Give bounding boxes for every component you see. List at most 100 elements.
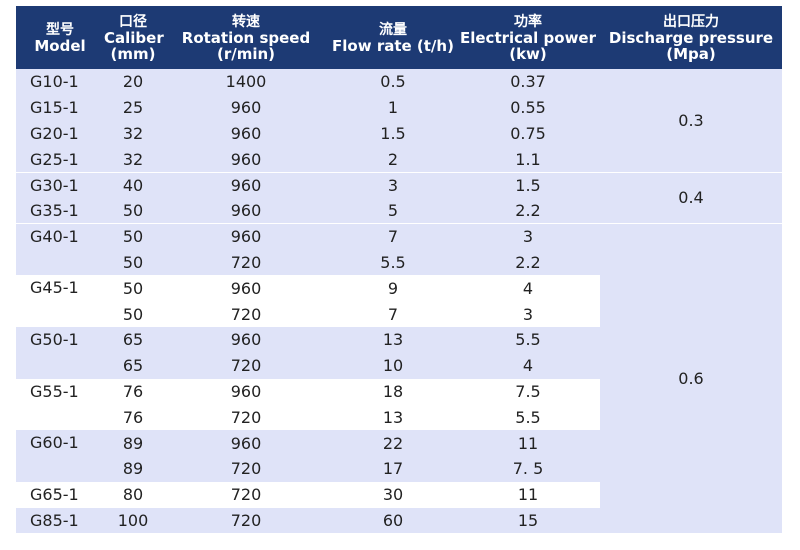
speed-cell: 960	[162, 120, 330, 147]
model-cell: G85-1	[16, 507, 104, 534]
power-cell: 2.2	[456, 249, 600, 276]
caliber-cell: 89	[104, 430, 162, 456]
table-row: G35-1 50 960 5 2.2	[16, 197, 782, 224]
flow-cell: 1.5	[330, 120, 456, 147]
flow-cell: 7	[330, 223, 456, 250]
model-cell: G35-1	[16, 197, 104, 224]
caliber-cell: 25	[104, 94, 162, 121]
caliber-cell: 50	[104, 275, 162, 302]
caliber-cell: 50	[104, 249, 162, 276]
table-row: 76 720 13 5.5	[16, 404, 782, 431]
caliber-cell: 40	[104, 171, 162, 198]
speed-cell: 720	[162, 404, 330, 431]
model-cell: G40-1	[16, 223, 104, 276]
table-row: G65-1 80 720 30 11	[16, 481, 782, 508]
caliber-cell: 32	[104, 120, 162, 147]
caliber-cell: 100	[104, 507, 162, 534]
model-cell: G55-1	[16, 378, 104, 431]
flow-cell: 5	[330, 197, 456, 224]
caliber-cell: 76	[104, 378, 162, 405]
speed-cell: 960	[162, 223, 330, 250]
table-row: 89 720 17 7. 5	[16, 455, 782, 482]
caliber-cell: 65	[104, 326, 162, 353]
table-row: G40-1 50 960 7 3 0.6	[16, 223, 782, 534]
flow-cell: 17	[330, 455, 456, 482]
table-row: G15-1 25 960 1 0.55	[16, 94, 782, 121]
speed-cell: 960	[162, 378, 330, 405]
power-cell: 7. 5	[456, 455, 600, 482]
model-cell: G65-1	[16, 481, 104, 508]
caliber-cell: 65	[104, 352, 162, 379]
model-cell: G30-1	[16, 171, 104, 198]
model-cell: G15-1	[16, 94, 104, 121]
flow-cell: 22	[330, 430, 456, 456]
flow-cell: 9	[330, 275, 456, 302]
speed-cell: 720	[162, 507, 330, 534]
speed-cell: 720	[162, 301, 330, 327]
speed-cell: 960	[162, 430, 330, 456]
header-caliber: 口径 Caliber (mm)	[104, 13, 164, 63]
table-row: 65 720 10 4	[16, 352, 782, 379]
speed-cell: 720	[162, 455, 330, 482]
flow-cell: 13	[330, 326, 456, 353]
table-row: G30-1 40 960 3 1.5 0.4	[16, 171, 782, 224]
speed-cell: 720	[162, 352, 330, 379]
flow-cell: 5.5	[330, 249, 456, 276]
table-row: G50-1 65 960 13 5.5	[16, 326, 782, 379]
power-cell: 15	[456, 507, 600, 534]
pressure-cell: 0.6	[600, 223, 782, 534]
flow-cell: 1	[330, 94, 456, 121]
header-row: 型号 Model 口径 Caliber (mm) 转速 Rotation speed (r…	[16, 6, 782, 69]
power-cell: 11	[456, 481, 600, 508]
pump-spec-table: 型号 Model 口径 Caliber (mm) 转速 Rotation speed (r…	[16, 6, 782, 534]
flow-cell: 2	[330, 146, 456, 173]
speed-cell: 960	[162, 94, 330, 121]
flow-cell: 0.5	[330, 69, 456, 95]
table-row: 50 720 5.5 2.2	[16, 249, 782, 276]
table-row: G25-1 32 960 2 1.1	[16, 146, 782, 173]
power-cell: 1.5	[456, 171, 600, 198]
table-row: G60-1 89 960 22 11	[16, 430, 782, 482]
speed-cell: 960	[162, 275, 330, 302]
speed-cell: 720	[162, 249, 330, 276]
caliber-cell: 50	[104, 223, 162, 250]
caliber-cell: 76	[104, 404, 162, 431]
flow-cell: 13	[330, 404, 456, 431]
pressure-cell: 0.4	[600, 171, 782, 224]
power-cell: 2.2	[456, 197, 600, 224]
header-model: 型号 Model	[34, 21, 86, 55]
header-discharge-pressure: 出口压力 Discharge pressure (Mpa)	[608, 13, 774, 63]
pressure-cell: 0.3	[600, 69, 782, 173]
power-cell: 0.37	[456, 69, 600, 95]
caliber-cell: 32	[104, 146, 162, 173]
speed-cell: 720	[162, 481, 330, 508]
flow-cell: 3	[330, 171, 456, 198]
power-cell: 3	[456, 301, 600, 327]
table-row: G20-1 32 960 1.5 0.75	[16, 120, 782, 147]
power-cell: 0.55	[456, 94, 600, 121]
speed-cell: 1400	[162, 69, 330, 95]
power-cell: 7.5	[456, 378, 600, 405]
power-cell: 5.5	[456, 326, 600, 353]
model-cell: G20-1	[16, 120, 104, 147]
table-body: G10-1 20 1400 0.5 0.37 0.3 G15-1 25 960 …	[16, 69, 782, 534]
power-cell: 4	[456, 352, 600, 379]
table-row: G10-1 20 1400 0.5 0.37 0.3	[16, 69, 782, 173]
table-row: G55-1 76 960 18 7.5	[16, 378, 782, 431]
model-cell: G25-1	[16, 146, 104, 173]
power-cell: 11	[456, 430, 600, 456]
table-header: 型号 Model 口径 Caliber (mm) 转速 Rotation speed (r…	[16, 6, 782, 69]
power-cell: 0.75	[456, 120, 600, 147]
model-cell: G45-1	[16, 275, 104, 327]
caliber-cell: 50	[104, 301, 162, 327]
model-cell: G50-1	[16, 326, 104, 379]
flow-cell: 18	[330, 378, 456, 405]
speed-cell: 960	[162, 197, 330, 224]
caliber-cell: 50	[104, 197, 162, 224]
flow-cell: 30	[330, 481, 456, 508]
speed-cell: 960	[162, 146, 330, 173]
power-cell: 4	[456, 275, 600, 302]
power-cell: 3	[456, 223, 600, 250]
table-row: G45-1 50 960 9 4	[16, 275, 782, 327]
speed-cell: 960	[162, 326, 330, 353]
